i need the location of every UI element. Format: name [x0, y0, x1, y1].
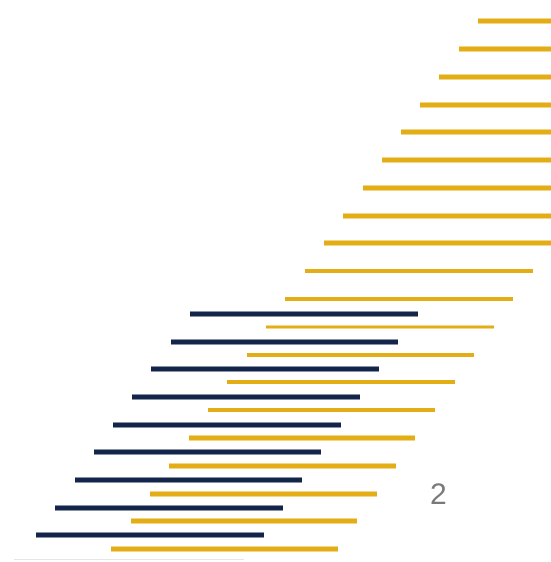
gold-stripe: [266, 325, 494, 329]
gold-stripe: [439, 74, 551, 80]
navy-stripe: [55, 505, 283, 511]
navy-stripe: [75, 477, 302, 483]
gold-stripe: [227, 380, 455, 384]
gold-stripe: [363, 185, 551, 191]
gold-stripe: [189, 435, 415, 441]
gold-stripe: [247, 353, 474, 357]
gold-stripe: [305, 269, 533, 273]
navy-stripe: [113, 422, 341, 428]
gold-stripe: [343, 213, 551, 219]
gold-stripe: [382, 157, 551, 163]
navy-stripe: [151, 366, 379, 372]
divider: [14, 559, 244, 560]
page-number: 2: [430, 478, 447, 511]
gold-stripe: [208, 408, 435, 412]
gold-stripe: [131, 518, 357, 524]
gold-stripe: [111, 546, 338, 552]
gold-stripe: [150, 491, 377, 497]
navy-stripe: [94, 449, 321, 455]
navy-stripe: [190, 311, 418, 317]
gold-stripe: [478, 18, 551, 24]
gold-stripe: [420, 102, 551, 108]
navy-stripe: [171, 339, 398, 345]
navy-stripe: [36, 532, 264, 538]
gold-stripe: [285, 297, 513, 301]
gold-stripe: [169, 463, 396, 469]
navy-stripe: [132, 394, 360, 400]
gold-stripe: [324, 240, 551, 246]
gold-stripe: [459, 46, 551, 52]
gold-stripe: [401, 129, 551, 135]
